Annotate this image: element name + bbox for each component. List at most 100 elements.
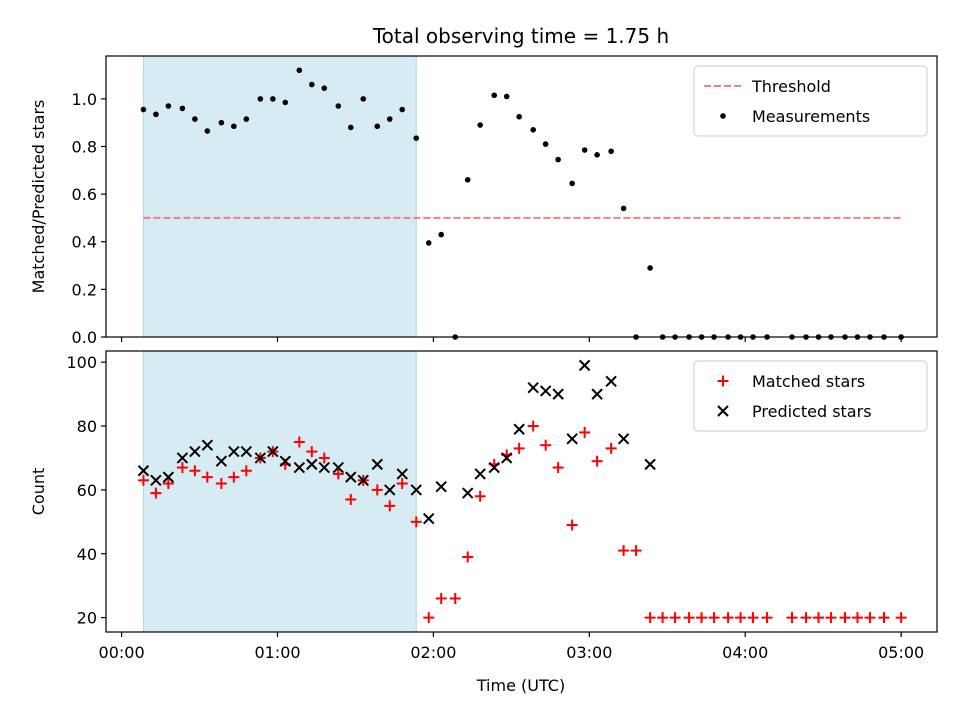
legend-label: Measurements: [752, 107, 870, 126]
series-measurements: [140, 67, 904, 340]
data-point: [717, 405, 729, 417]
data-point: [552, 462, 564, 474]
data-point: [657, 612, 669, 624]
marker-stroke: [357, 474, 369, 487]
data-point: [179, 105, 186, 112]
data-point: [231, 123, 237, 130]
y-axis-label: Count: [29, 468, 48, 516]
data-point: [540, 439, 552, 451]
marker-stroke: [215, 455, 228, 467]
legend: Matched stars Predicted stars: [693, 360, 928, 432]
y-tick-label: 0.2: [72, 280, 97, 299]
data-point: [425, 240, 432, 246]
data-point: [189, 465, 201, 477]
data-point: [618, 545, 630, 557]
data-point: [488, 461, 500, 474]
marker-stroke: [474, 468, 486, 480]
data-point: [228, 471, 240, 483]
marker-stroke: [396, 468, 408, 480]
data-point: [150, 487, 162, 499]
marker-stroke: [566, 433, 578, 445]
data-point: [500, 452, 513, 464]
data-point: [162, 478, 174, 490]
data-point: [357, 474, 369, 487]
data-point: [851, 612, 863, 624]
marker-stroke: [435, 481, 447, 493]
data-point: [813, 612, 825, 624]
x-tick-label: 00:00: [99, 643, 145, 662]
data-point: [878, 612, 890, 624]
data-point: [491, 92, 498, 99]
data-point: [215, 478, 227, 490]
data-point: [410, 516, 422, 528]
data-point: [474, 490, 486, 502]
data-point: [318, 461, 330, 474]
data-point: [722, 612, 734, 624]
data-point: [569, 180, 575, 187]
marker-stroke: [513, 423, 525, 435]
data-point: [306, 458, 318, 471]
data-point: [371, 484, 383, 496]
data-point: [462, 487, 474, 499]
legend-entry: Threshold: [704, 77, 831, 96]
legend-label: Predicted stars: [752, 402, 872, 421]
data-point: [296, 67, 303, 74]
marker-stroke: [500, 452, 513, 464]
data-point: [150, 474, 162, 487]
data-point: [423, 512, 435, 525]
plot-frame: [105, 350, 938, 633]
marker-stroke: [644, 458, 656, 471]
data-point: [513, 442, 525, 454]
data-point: [839, 612, 851, 624]
marker-stroke: [332, 461, 345, 474]
data-point: [228, 445, 240, 458]
y-tick-label: 20: [77, 609, 97, 628]
data-point: [516, 113, 522, 120]
data-point: [318, 452, 330, 464]
data-point: [464, 177, 471, 183]
legend: Threshold Measurements: [693, 65, 928, 137]
plot-frame: [105, 55, 938, 338]
data-point: [608, 148, 614, 155]
data-point: [435, 592, 447, 604]
data-point: [617, 433, 630, 445]
data-point: [581, 147, 588, 153]
data-point: [371, 458, 383, 471]
data-point: [591, 455, 603, 467]
data-point: [708, 612, 720, 624]
legend-box: [693, 65, 928, 137]
data-point: [165, 103, 172, 109]
data-point: [717, 375, 729, 387]
data-point: [309, 81, 315, 88]
data-point: [566, 519, 578, 531]
data-point: [399, 106, 406, 113]
data-point: [140, 106, 147, 113]
marker-stroke: [617, 433, 630, 445]
y-tick-label: 0.0: [72, 328, 97, 347]
marker-stroke: [150, 474, 162, 487]
data-point: [605, 375, 617, 388]
x-tick-label: 02:00: [410, 643, 456, 662]
data-point: [594, 152, 600, 158]
data-point: [254, 452, 267, 464]
data-point: [530, 127, 536, 133]
x-tick-label: 01:00: [254, 643, 300, 662]
marker-stroke: [279, 455, 292, 467]
data-point: [153, 111, 159, 118]
x-tick-label: 05:00: [878, 643, 924, 662]
y-axis-label: Matched/Predicted stars: [29, 100, 48, 294]
marker-stroke: [318, 461, 330, 474]
marker-stroke: [605, 375, 617, 388]
data-point: [137, 474, 149, 486]
data-point: [282, 99, 289, 106]
marker-stroke: [293, 461, 306, 474]
observing-span: [142, 350, 417, 633]
data-point: [527, 420, 539, 432]
data-point: [257, 96, 264, 102]
marker-stroke: [578, 359, 591, 372]
data-point: [644, 458, 656, 471]
legend-entry: Predicted stars: [717, 402, 872, 421]
data-point: [270, 96, 276, 102]
data-point: [578, 359, 591, 372]
data-point: [474, 468, 486, 480]
